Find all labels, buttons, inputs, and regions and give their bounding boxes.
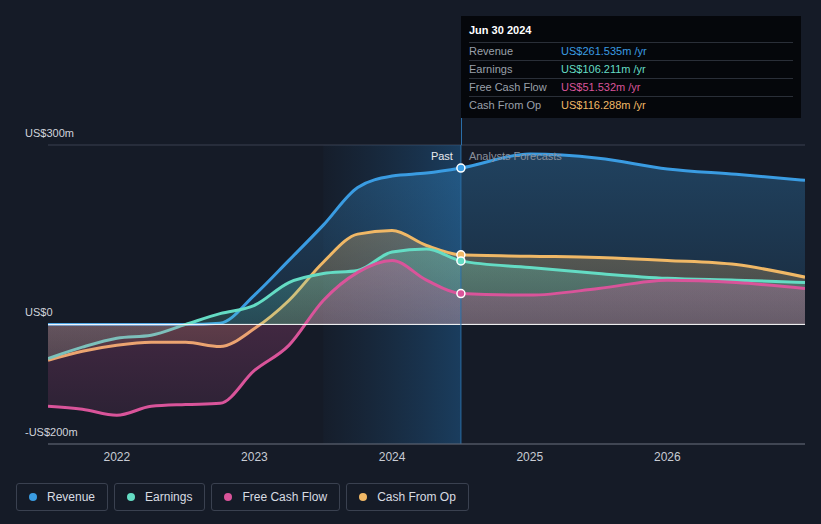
html-text:Free Cash Flow: Free Cash Flow [469,81,547,93]
svg-text:US$0: US$0 [25,306,53,318]
html-text:Jun 30 2024: Jun 30 2024 [469,24,532,36]
html-text:Cash From Op: Cash From Op [469,99,542,111]
svg-text:2023: 2023 [241,450,268,464]
html-text:US$51.532m /yr: US$51.532m /yr [561,81,641,93]
html-text:US$106.211m /yr: US$106.211m /yr [561,63,646,75]
svg-text:2025: 2025 [516,450,543,464]
svg-text:2022: 2022 [103,450,130,464]
html-text:Revenue: Revenue [47,490,95,504]
html-text:Revenue: Revenue [469,45,513,57]
svg-text:-US$200m: -US$200m [25,426,78,438]
html-text:US$116.288m /yr: US$116.288m /yr [561,99,646,111]
svg-text:2024: 2024 [379,450,406,464]
svg-text:Analysts Forecasts: Analysts Forecasts [469,150,562,162]
svg-text:Past: Past [431,150,453,162]
html-text:Earnings: Earnings [469,63,513,75]
svg-text:2026: 2026 [654,450,681,464]
html-text:US$261.535m /yr: US$261.535m /yr [561,45,647,57]
html-text:Free Cash Flow: Free Cash Flow [242,490,328,504]
svg-text:US$300m: US$300m [25,127,74,139]
html-text:Earnings: Earnings [145,490,193,504]
html-text:Cash From Op: Cash From Op [377,490,456,504]
